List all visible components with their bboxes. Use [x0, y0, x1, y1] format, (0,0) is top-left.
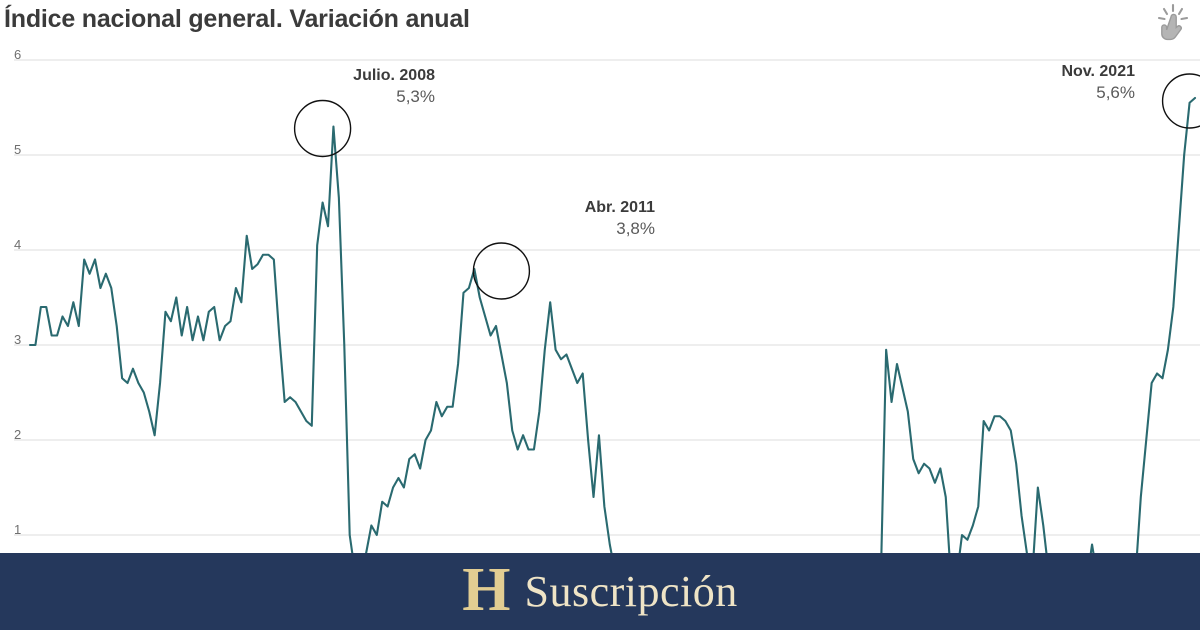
- subscription-label: Suscripción: [524, 566, 738, 616]
- page-title: Índice nacional general. Variación anual: [4, 5, 470, 33]
- subscription-banner[interactable]: H Suscripción: [0, 553, 1200, 630]
- pointing-hand-click-icon: [1151, 3, 1195, 43]
- series-line: [28, 96, 1197, 555]
- annotation-label: Nov. 2021: [1061, 63, 1135, 80]
- annotation-value: 3,8%: [616, 219, 655, 238]
- y-tick-6: 6: [14, 47, 22, 62]
- y-tick-4: 4: [14, 237, 22, 252]
- y-tick-3: 3: [14, 332, 22, 347]
- annotation-nov-2021: Nov. 2021 5,6%: [955, 62, 1135, 104]
- y-tick-5: 5: [14, 142, 22, 157]
- heraldo-logo: H: [462, 555, 511, 624]
- gridlines: [14, 59, 1200, 536]
- annotation-circle: [1161, 73, 1200, 129]
- annotation-markers: [293, 73, 1200, 300]
- annotation-value: 5,6%: [1096, 83, 1135, 102]
- y-tick-2: 2: [14, 427, 22, 442]
- data-series: [28, 96, 1197, 555]
- annotation-label: Abr. 2011: [584, 199, 655, 216]
- annotation-circle: [293, 99, 352, 158]
- annotation-circle: [472, 242, 531, 300]
- annotation-abr-2011: Abr. 2011 3,8%: [475, 198, 655, 240]
- annotation-value: 5,3%: [396, 87, 435, 106]
- annotation-label: Julio. 2008: [353, 67, 435, 84]
- y-tick-1: 1: [14, 522, 22, 537]
- annotation-julio-2008: Julio. 2008 5,3%: [255, 66, 435, 108]
